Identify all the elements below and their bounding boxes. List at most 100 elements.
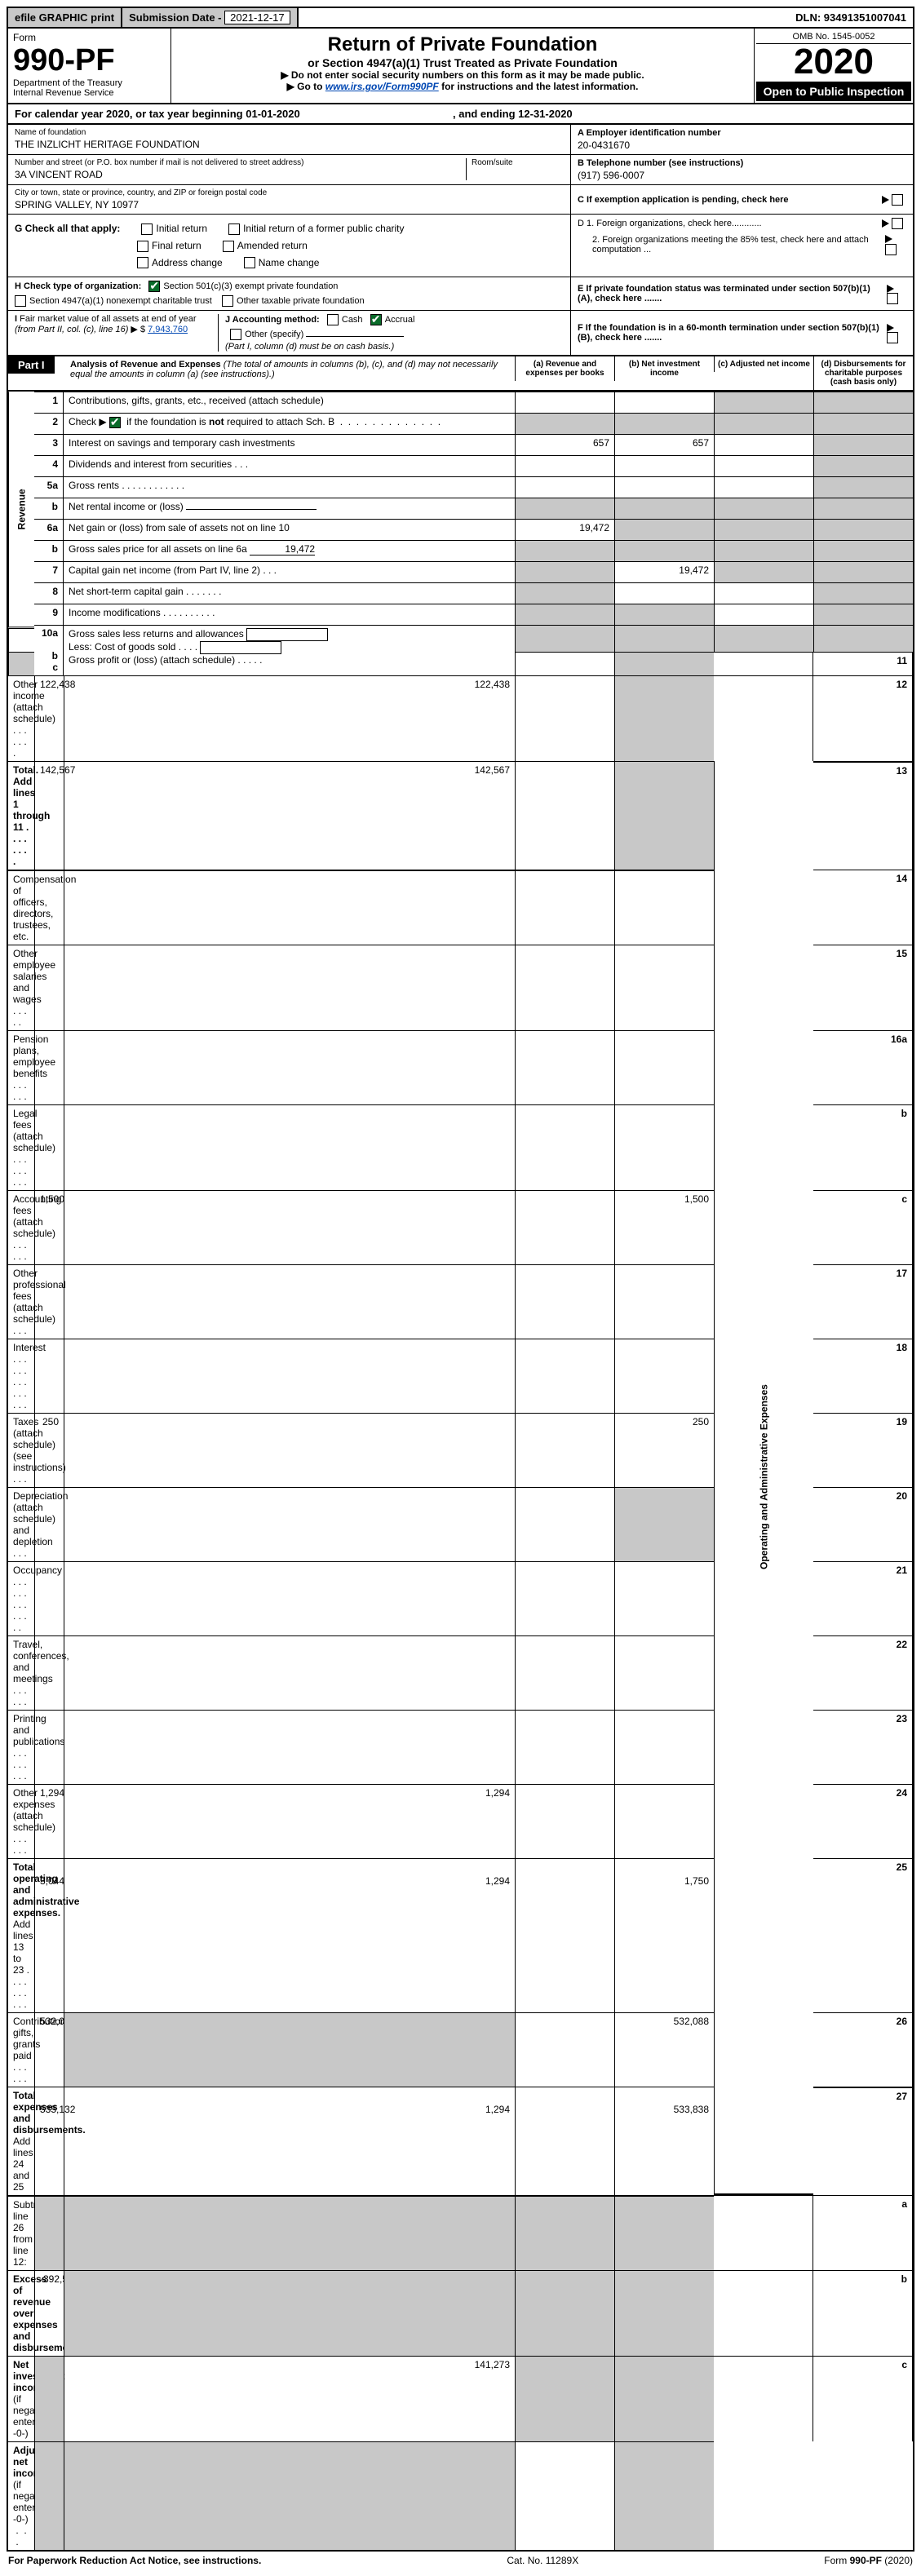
line-16a: Legal fees (attach schedule) . . . . . .… <box>8 1104 34 1190</box>
val-24b: 1,294 <box>64 1858 515 2012</box>
top-bar: efile GRAPHIC print Submission Date - 20… <box>7 7 914 29</box>
val-24d: 1,750 <box>614 1858 714 2012</box>
val-27a: -392,565 <box>34 2270 64 2356</box>
form-subtitle: or Section 4947(a)(1) Trust Treated as P… <box>176 56 749 69</box>
instr-2: ▶ Go to www.irs.gov/Form990PF for instru… <box>176 81 749 92</box>
h-other-taxable-checkbox[interactable] <box>222 295 233 307</box>
line-19: Depreciation (attach schedule) and deple… <box>8 1487 34 1561</box>
val-18d: 250 <box>614 1413 714 1487</box>
e-label: E If private foundation status was termi… <box>578 284 883 303</box>
val-27b: 141,273 <box>64 2356 515 2441</box>
d1-label: D 1. Foreign organizations, check here..… <box>578 219 762 228</box>
line-8: Net short-term capital gain . . . . . . … <box>64 582 515 604</box>
tel-label: B Telephone number (see instructions) <box>578 158 906 168</box>
line-9: Income modifications . . . . . . . . . . <box>64 604 515 625</box>
line-6a: Net gain or (loss) from sale of assets n… <box>64 519 515 540</box>
val-23a: 1,294 <box>34 1784 64 1858</box>
foundation-name: THE INZLICHT HERITAGE FOUNDATION <box>15 139 564 150</box>
h-label: H Check type of organization: <box>15 281 141 291</box>
val-11b: 122,438 <box>64 675 515 761</box>
line-15: Pension plans, employee benefits . . . .… <box>8 1030 34 1104</box>
col-c-header: (c) Adjusted net income <box>714 356 813 372</box>
ein-value: 20-0431670 <box>578 139 906 151</box>
subdate-label: Submission Date - <box>129 11 224 24</box>
dept: Department of the Treasury <box>13 78 166 88</box>
line-27c: Adjusted net income (if negative, enter … <box>8 2441 34 2550</box>
room-label: Room/suite <box>472 158 564 167</box>
line-2: Check ▶ if the foundation is not require… <box>64 413 515 434</box>
g-initial-former[interactable] <box>228 224 240 235</box>
line-27b: Net investment income (if negative, ente… <box>8 2356 34 2441</box>
line-12: Total. Add lines 1 through 11 . . . . . … <box>8 761 34 870</box>
efile-print-button[interactable]: efile GRAPHIC print <box>8 8 122 27</box>
dln: DLN: 93491351007041 <box>789 8 913 27</box>
address: 3A VINCENT ROAD <box>15 169 466 180</box>
j-other-checkbox[interactable] <box>230 329 241 340</box>
line-17: Interest . . . . . . . . . . . . . . . <box>8 1339 34 1413</box>
g-initial-return[interactable] <box>141 224 153 235</box>
f-checkbox[interactable] <box>887 332 898 343</box>
footer-left: For Paperwork Reduction Act Notice, see … <box>8 2555 261 2566</box>
line-3: Interest on savings and temporary cash i… <box>64 434 515 455</box>
g-amended-return[interactable] <box>223 241 234 252</box>
j-cash-checkbox[interactable] <box>327 314 339 325</box>
addr-label: Number and street (or P.O. box number if… <box>15 158 466 167</box>
g-final-return[interactable] <box>137 241 148 252</box>
val-16bd: 1,500 <box>614 1190 714 1264</box>
subdate-value: 2021-12-17 <box>224 11 290 24</box>
val-26b: 1,294 <box>64 2087 515 2195</box>
d2-checkbox[interactable] <box>885 244 897 255</box>
c-checkbox[interactable] <box>892 194 903 206</box>
form990pf-link[interactable]: www.irs.gov/Form990PF <box>325 81 439 92</box>
g-name-change[interactable] <box>244 257 255 268</box>
line-5a: Gross rents . . . . . . . . . . . . <box>64 476 515 498</box>
val-12b: 142,567 <box>64 761 515 870</box>
open-to-public: Open to Public Inspection <box>756 82 911 101</box>
col-b-header: (b) Net investment income <box>614 356 714 381</box>
val-25d: 532,088 <box>614 2012 714 2087</box>
form-label: Form <box>13 32 166 43</box>
val-26d: 533,838 <box>614 2087 714 2195</box>
e-checkbox[interactable] <box>887 293 898 304</box>
val-23b: 1,294 <box>64 1784 515 1858</box>
form-header: Form 990-PF Department of the Treasury I… <box>7 29 914 104</box>
d2-label: 2. Foreign organizations meeting the 85%… <box>578 235 882 255</box>
j-accrual-checkbox[interactable] <box>370 314 382 325</box>
h-4947-checkbox[interactable] <box>15 295 26 307</box>
line-26: Total expenses and disbursements. Add li… <box>8 2087 34 2195</box>
city-value: SPRING VALLEY, NY 10977 <box>15 199 564 210</box>
line-20: Occupancy . . . . . . . . . . . . . . <box>8 1561 34 1635</box>
line2-checkbox[interactable] <box>109 417 121 428</box>
page-footer: For Paperwork Reduction Act Notice, see … <box>7 2552 914 2569</box>
line-22: Printing and publications . . . . . . . … <box>8 1710 34 1784</box>
line-18: Taxes (attach schedule) (see instruction… <box>8 1413 34 1487</box>
val-3a: 657 <box>515 434 614 455</box>
revenue-label: Revenue <box>8 392 34 627</box>
submission-date: Submission Date - 2021-12-17 <box>122 8 299 27</box>
val-24a: 3,044 <box>34 1858 64 2012</box>
line-27a: Excess of revenue over expenses and disb… <box>8 2270 34 2356</box>
tax-year: 2020 <box>756 44 911 80</box>
part1-title: Analysis of Revenue and Expenses <box>70 360 221 370</box>
f-label: F If the foundation is in a 60-month ter… <box>578 323 883 343</box>
line-6b: Gross sales price for all assets on line… <box>64 540 515 561</box>
g-address-change[interactable] <box>137 257 148 268</box>
line-4: Dividends and interest from securities .… <box>64 455 515 476</box>
irs: Internal Revenue Service <box>13 88 166 98</box>
footer-right: Form 990-PF (2020) <box>824 2555 913 2566</box>
line-5b: Net rental income or (loss) <box>64 498 515 519</box>
col-a-header: (a) Revenue and expenses per books <box>515 356 614 381</box>
h-501c3-checkbox[interactable] <box>148 281 160 292</box>
name-label: Name of foundation <box>15 128 564 137</box>
d1-checkbox[interactable] <box>892 218 903 229</box>
fmv-value[interactable]: 7,943,760 <box>148 325 188 334</box>
tel-value: (917) 596-0007 <box>578 170 906 181</box>
entity-info: Name of foundation THE INZLICHT HERITAGE… <box>7 125 914 356</box>
line-24: Total operating and administrative expen… <box>8 1858 34 2012</box>
calendar-year-row: For calendar year 2020, or tax year begi… <box>7 104 914 125</box>
city-label: City or town, state or province, country… <box>15 188 564 197</box>
line-14: Other employee salaries and wages . . . … <box>8 945 34 1030</box>
g-label: G Check all that apply: <box>15 223 120 235</box>
line-7: Capital gain net income (from Part IV, l… <box>64 561 515 582</box>
val-6a: 19,472 <box>515 519 614 540</box>
